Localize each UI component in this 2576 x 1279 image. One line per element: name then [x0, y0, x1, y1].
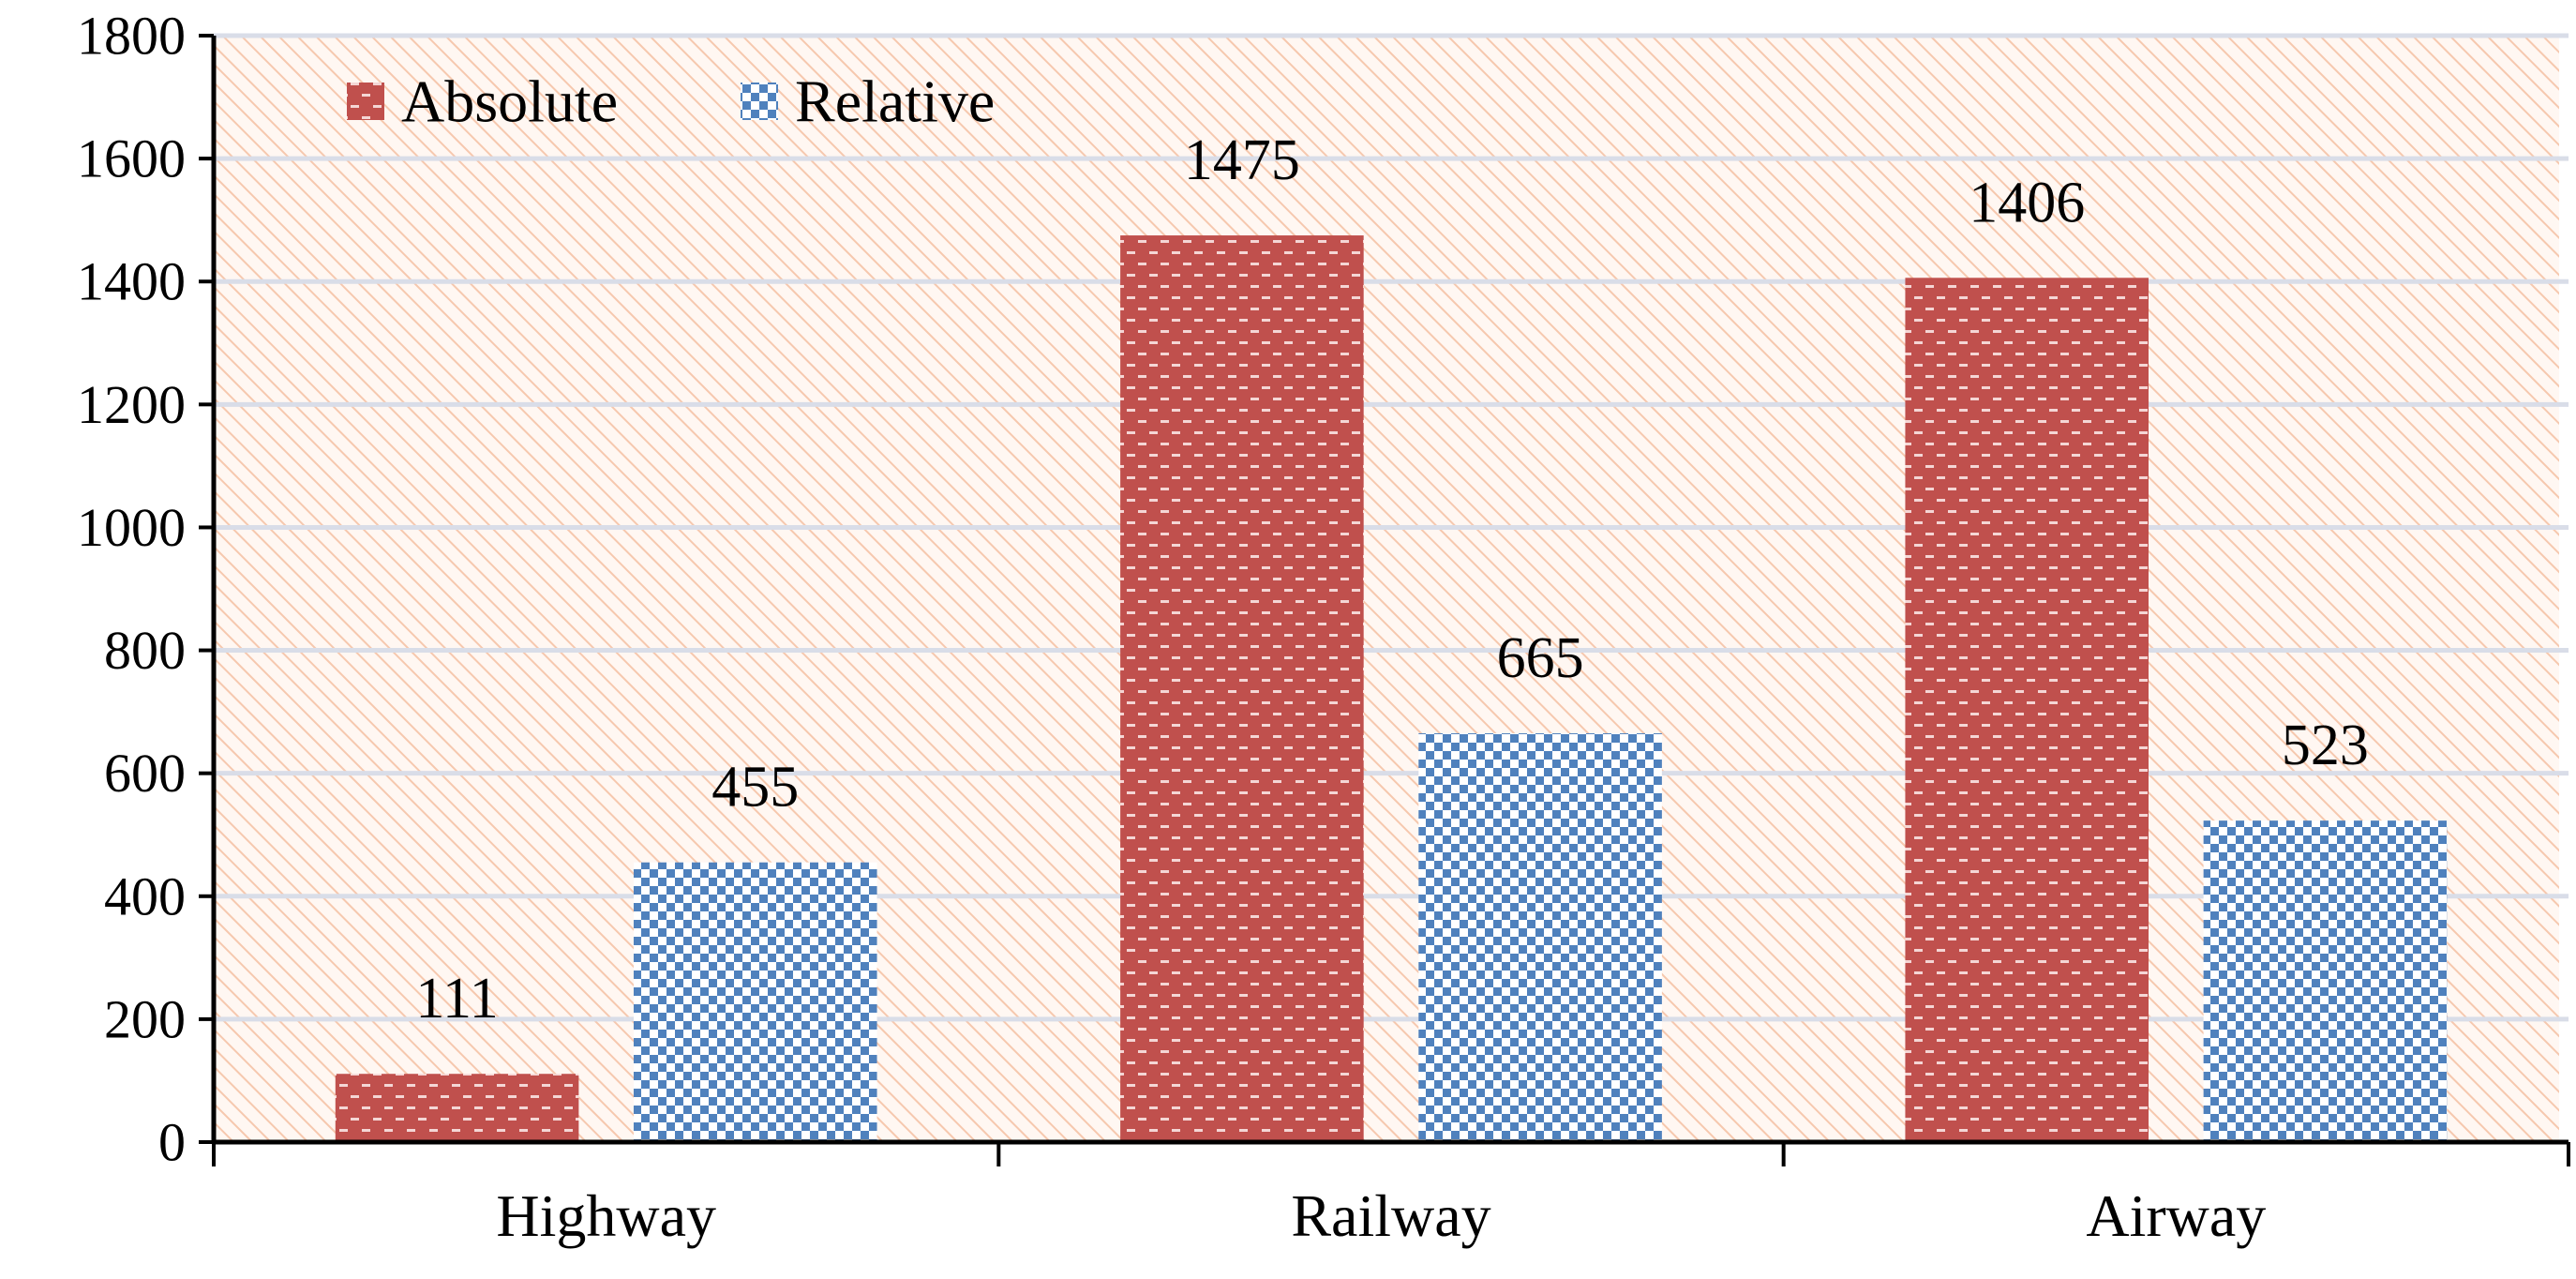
x-category-label: Railway — [1291, 1182, 1490, 1249]
x-category-label: Highway — [496, 1182, 716, 1249]
y-tick-label: 1200 — [77, 374, 186, 435]
data-label: 1475 — [1184, 128, 1300, 192]
axes — [211, 36, 2570, 1166]
data-label: 665 — [1497, 626, 1584, 690]
bars — [335, 235, 2448, 1143]
y-tick-label: 1000 — [77, 497, 186, 558]
y-tick-label: 800 — [104, 620, 186, 681]
data-labels: 111 455 1475 665 1406 523 — [415, 128, 2369, 1031]
y-tick-label: 1800 — [77, 6, 186, 67]
y-tick-label: 600 — [104, 743, 186, 804]
bar-relative — [1418, 733, 1662, 1142]
y-tick-label: 200 — [104, 988, 186, 1049]
x-category-label: Airway — [2086, 1182, 2266, 1249]
legend-label: Absolute — [401, 68, 618, 135]
data-label: 455 — [711, 756, 799, 820]
bar-absolute — [335, 1074, 579, 1142]
bar-absolute — [1120, 235, 1364, 1143]
y-tick-label: 1600 — [77, 128, 186, 189]
plot-background — [216, 36, 2559, 1142]
y-tick-label: 400 — [104, 865, 186, 926]
bar-relative — [2203, 820, 2448, 1142]
bar-absolute — [1905, 278, 2149, 1142]
legend-label: Relative — [795, 68, 995, 135]
data-label: 1406 — [1969, 171, 2085, 234]
gridlines — [214, 33, 2569, 1022]
y-tick-label: 1400 — [77, 251, 186, 312]
data-label: 523 — [2282, 714, 2369, 777]
y-axis-ticks: 0 200 400 600 800 1000 1200 1400 1600 1800 — [77, 6, 214, 1173]
bar-relative — [633, 862, 877, 1142]
data-label: 111 — [415, 967, 498, 1031]
legend: Absolute Relative — [347, 68, 995, 135]
legend-swatch-absolute — [347, 83, 384, 120]
y-tick-label: 0 — [158, 1112, 186, 1173]
x-axis-labels: Highway Railway Airway — [496, 1182, 2266, 1249]
legend-swatch-relative — [741, 83, 778, 120]
